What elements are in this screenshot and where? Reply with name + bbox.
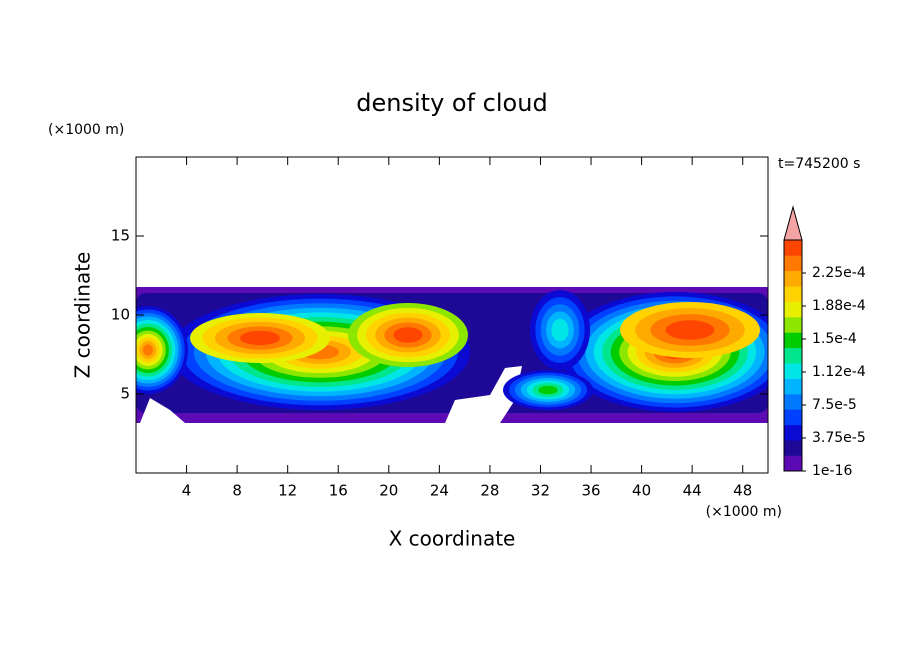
- x-tick-label: 20: [379, 482, 398, 500]
- colorbar-band: [784, 255, 802, 272]
- x-tick-label: 40: [632, 482, 651, 500]
- colorbar-band: [784, 424, 802, 441]
- x-tick-label: 4: [182, 482, 192, 500]
- contour-fill: [538, 385, 558, 395]
- x-tick-label: 12: [278, 482, 297, 500]
- colorbar-band: [784, 394, 802, 410]
- colorbar-band: [784, 347, 802, 364]
- contour-fill: [665, 320, 715, 340]
- colorbar-extend: [783, 205, 803, 241]
- colorbar-tick-label: 1.12e-4: [812, 364, 866, 380]
- contour-gap: [445, 366, 522, 423]
- colorbar-band: [784, 440, 802, 456]
- x-unit: (×1000 m): [706, 504, 782, 520]
- colorbar-tick-label: 1e-16: [812, 463, 852, 479]
- x-tick-label: 48: [733, 482, 752, 500]
- colorbar-tick-label: 2.25e-4: [812, 265, 866, 281]
- colorbar-band: [784, 286, 802, 302]
- contour-fill: [142, 344, 154, 356]
- colorbar-band: [784, 317, 802, 333]
- x-tick-label: 32: [531, 482, 550, 500]
- contour-fill: [551, 318, 569, 342]
- colorbar-band: [784, 409, 802, 426]
- contour-fill: [240, 330, 280, 346]
- y-axis-label: Z coordinate: [71, 252, 95, 379]
- contour-fill: [393, 327, 423, 343]
- x-tick-label: 44: [683, 482, 702, 500]
- x-tick-label: 24: [430, 482, 449, 500]
- x-axis-label: X coordinate: [389, 527, 516, 551]
- x-tick-label: 16: [329, 482, 348, 500]
- contour-gap: [140, 398, 185, 423]
- x-tick-label: 28: [480, 482, 499, 500]
- contour-field: [136, 287, 768, 423]
- colorbar-band: [784, 363, 802, 379]
- colorbar-band: [784, 332, 802, 349]
- chart-title: density of cloud: [356, 89, 547, 117]
- colorbar-band: [784, 455, 802, 472]
- colorbar-tick-label: 1.5e-4: [812, 331, 857, 347]
- colorbar-band: [784, 270, 802, 287]
- colorbar-band: [784, 240, 802, 256]
- colorbar-band: [784, 378, 802, 395]
- x-tick-label: 36: [581, 482, 600, 500]
- colorbar-tick-label: 3.75e-5: [812, 430, 866, 446]
- y-tick-label: 5: [120, 385, 130, 403]
- colorbar-tick-label: 1.88e-4: [812, 298, 866, 314]
- colorbar-tick-label: 7.5e-5: [812, 397, 857, 413]
- colorbar-band: [784, 301, 802, 318]
- y-unit: (×1000 m): [48, 122, 124, 138]
- y-tick-label: 10: [111, 306, 130, 324]
- colorbar-frame: [783, 239, 803, 472]
- x-tick-label: 8: [232, 482, 242, 500]
- annotation: t=745200 s: [778, 156, 860, 172]
- y-tick-label: 15: [111, 227, 130, 245]
